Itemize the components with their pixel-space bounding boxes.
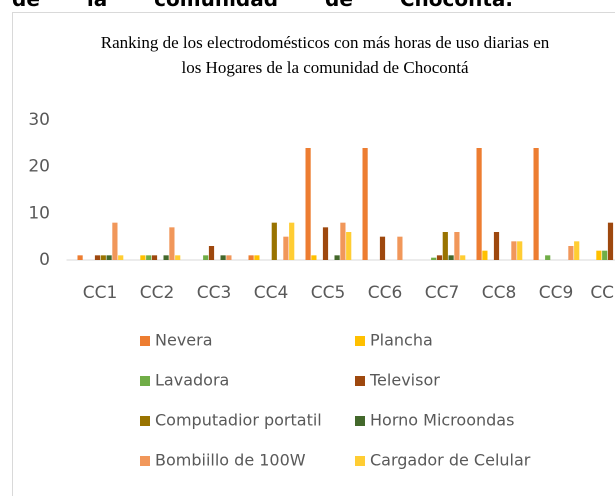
bar	[448, 255, 454, 260]
bar	[169, 227, 175, 260]
bar	[607, 222, 614, 260]
bar	[175, 255, 181, 260]
bar	[226, 255, 232, 260]
bar	[140, 255, 146, 260]
chart-border	[12, 12, 615, 496]
x-tick-label: CC8	[482, 283, 517, 303]
bar	[208, 246, 215, 260]
x-tick-label: CC6	[368, 283, 403, 303]
bar	[248, 255, 254, 260]
legend-swatch	[140, 416, 150, 426]
bar	[220, 255, 226, 260]
bar	[146, 255, 152, 260]
bar	[118, 255, 124, 260]
bar	[533, 148, 539, 260]
bar	[568, 246, 574, 260]
bar	[602, 250, 608, 260]
legend-swatch	[140, 336, 150, 346]
legend-swatch	[355, 336, 365, 346]
bar	[271, 222, 277, 260]
x-tick-label: CC9	[539, 283, 574, 303]
bar	[283, 236, 289, 260]
bar	[305, 148, 311, 260]
x-tick-label: CC2	[140, 283, 175, 303]
bar	[112, 222, 118, 260]
bar	[442, 232, 448, 260]
x-tick-label: CC3	[197, 283, 232, 303]
bar	[289, 222, 295, 260]
y-tick-label: 30	[28, 110, 50, 130]
bar	[203, 255, 209, 260]
legend-swatch	[355, 376, 365, 386]
bar	[94, 255, 101, 260]
y-tick-label: 0	[39, 250, 50, 270]
bar	[454, 232, 460, 260]
x-tick-label: CC4	[254, 283, 289, 303]
legend-label: Plancha	[370, 331, 433, 350]
bar	[436, 255, 443, 260]
legend-label: Horno Microondas	[370, 411, 514, 430]
y-tick-label: 20	[28, 157, 50, 177]
legend-swatch	[140, 456, 150, 466]
bar	[476, 148, 482, 260]
chart-title: Ranking de los electrodomésticos con más…	[100, 33, 550, 77]
bar	[596, 250, 602, 260]
bar	[163, 255, 169, 260]
bar	[254, 255, 260, 260]
bar	[334, 255, 340, 260]
bar	[340, 222, 346, 260]
x-tick-label: CC7	[425, 283, 460, 303]
bar	[545, 255, 551, 260]
legend-swatch	[140, 376, 150, 386]
bar	[106, 255, 112, 260]
bar	[100, 255, 106, 260]
bar	[151, 255, 158, 260]
legend-swatch	[355, 416, 365, 426]
bar	[77, 255, 83, 260]
legend-label: Nevera	[155, 331, 213, 350]
bar	[311, 255, 317, 260]
bar	[511, 241, 517, 260]
bar	[362, 148, 368, 260]
legend-label: Computadior portatil	[155, 411, 322, 430]
bar	[493, 232, 500, 260]
legend-swatch	[355, 456, 365, 466]
bar	[517, 241, 523, 260]
bar	[379, 236, 386, 260]
bar	[322, 227, 329, 260]
legend-label: Televisor	[369, 371, 440, 390]
header-text: de la comunidad de Chocontá.	[0, 0, 615, 11]
bar	[431, 257, 437, 260]
bar	[460, 255, 466, 260]
bar	[397, 236, 403, 260]
legend-label: Lavadora	[155, 371, 229, 390]
legend-label: Bombiillo de 100W	[155, 451, 306, 470]
legend-label: Cargador de Celular	[370, 451, 531, 470]
x-tick-label: CC10	[590, 283, 615, 303]
bar	[574, 241, 580, 260]
x-tick-label: CC5	[311, 283, 346, 303]
bar	[482, 250, 488, 260]
y-tick-label: 10	[28, 203, 50, 223]
bar	[346, 232, 352, 260]
x-tick-label: CC1	[83, 283, 118, 303]
